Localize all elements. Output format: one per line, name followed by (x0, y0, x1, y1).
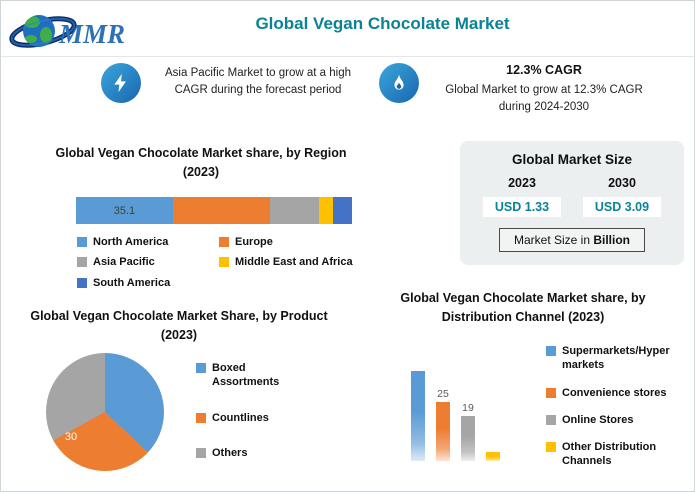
legend-label: Convenience stores (562, 386, 667, 399)
legend-item: South America (77, 276, 219, 290)
region-segment-1 (172, 197, 271, 224)
product-legend: Boxed Assortments Countlines Others (196, 361, 296, 460)
legend-label: Europe (235, 236, 273, 248)
market-size-value-2023: USD 1.33 (482, 197, 562, 217)
legend-swatch (546, 414, 556, 425)
logo-text: MMR (58, 19, 125, 49)
legend-swatch (196, 412, 206, 423)
dist-bar-group: 19 (461, 402, 475, 461)
legend-item: Boxed Assortments (196, 361, 296, 390)
legend-item: Others (196, 446, 296, 460)
legend-item: Middle East and Africa (219, 255, 377, 269)
market-size-value-2030: USD 3.09 (582, 197, 662, 217)
region-legend: North America Europe Asia Pacific Middle Ea… (77, 235, 377, 290)
market-size-year-2023: 2023 (508, 176, 536, 190)
market-size-panel: Global Market Size 2023 2030 USD 1.33 US… (460, 141, 684, 265)
lightning-icon (101, 63, 141, 103)
dist-bar-value: 19 (462, 402, 474, 414)
legend-label: Countlines (212, 411, 269, 424)
legend-item: Europe (219, 235, 377, 249)
dist-bar-group (486, 450, 500, 461)
legend-item: Supermarkets/Hyper markets (546, 344, 684, 373)
callout-asia-pacific-text: Asia Pacific Market to grow at a high CA… (165, 67, 351, 97)
dist-bar-group: 25 (436, 388, 450, 461)
legend-label: Online Stores (562, 413, 634, 426)
product-chart-title: Global Vegan Chocolate Market Share, by … (30, 309, 328, 343)
callout-cagr-text: Global Market to grow at 12.3% CAGR duri… (445, 84, 643, 114)
legend-label: South America (93, 276, 171, 289)
legend-swatch (77, 277, 87, 288)
product-pie (46, 353, 164, 471)
legend-label: North America (93, 236, 169, 248)
market-size-year-2030: 2030 (608, 176, 636, 190)
callout-asia-pacific: Asia Pacific Market to grow at a high CA… (101, 63, 363, 103)
market-size-note-unit: Billion (593, 233, 631, 247)
region-chart-title: Global Vegan Chocolate Market share, by … (55, 146, 347, 180)
region-segment-3 (318, 197, 333, 224)
callout-cagr-body: 12.3% CAGR Global Market to grow at 12.3… (431, 63, 657, 117)
legend-swatch (546, 442, 556, 453)
flame-icon (379, 63, 419, 103)
legend-label: Middle East and Africa (235, 256, 353, 269)
legend-label: Asia Pacific (93, 256, 155, 269)
legend-swatch (546, 387, 556, 398)
region-segment-2 (270, 197, 319, 224)
dist-plot: 25 19 (411, 357, 521, 461)
market-size-title: Global Market Size (511, 152, 633, 167)
legend-item: Convenience stores (546, 386, 684, 400)
dist-bar (461, 416, 475, 461)
legend-item: North America (77, 235, 219, 249)
callout-asia-pacific-body: Asia Pacific Market to grow at a high CA… (153, 63, 363, 100)
legend-item: Asia Pacific (77, 255, 219, 269)
legend-label: Supermarkets/Hyper markets (562, 345, 670, 372)
legend-swatch (546, 346, 556, 356)
product-pie-wrap: 30 (46, 353, 164, 471)
legend-label: Boxed Assortments (212, 362, 280, 389)
dist-bar (486, 452, 500, 461)
market-size-grid: 2023 2030 USD 1.33 USD 3.09 (472, 176, 672, 217)
legend-label: Others (212, 446, 248, 459)
callout-cagr: 12.3% CAGR Global Market to grow at 12.3… (379, 63, 657, 117)
dist-bar-group (411, 369, 425, 461)
dist-bar (436, 402, 450, 461)
mmr-logo: MMR (9, 15, 125, 49)
dist-bar (411, 371, 425, 461)
legend-swatch (77, 237, 87, 248)
legend-item: Online Stores (546, 413, 684, 427)
cagr-value: 12.3% CAGR (506, 63, 582, 77)
distribution-chart-title: Global Vegan Chocolate Market share, by … (400, 291, 646, 325)
market-size-note-prefix: Market Size in (513, 233, 594, 247)
region-segment-0: 35.1 (76, 197, 173, 224)
dist-legend: Supermarkets/Hyper markets Convenience st… (546, 344, 684, 469)
region-bar: 35.1 (76, 197, 352, 224)
region-segment-4 (332, 197, 352, 224)
legend-swatch (219, 237, 229, 248)
dist-bar-value: 25 (437, 388, 449, 400)
legend-item: Other Distribution Channels (546, 440, 684, 469)
header-divider (1, 56, 694, 57)
market-size-note: Market Size in Billion (498, 228, 646, 252)
legend-label: Other Distribution Channels (562, 441, 657, 468)
legend-swatch (196, 447, 206, 458)
pie-data-label: 30 (64, 430, 78, 443)
legend-swatch (219, 257, 229, 268)
page-title: Global Vegan Chocolate Market (255, 14, 510, 33)
legend-swatch (196, 363, 206, 373)
legend-swatch (77, 257, 87, 268)
legend-item: Countlines (196, 411, 296, 425)
